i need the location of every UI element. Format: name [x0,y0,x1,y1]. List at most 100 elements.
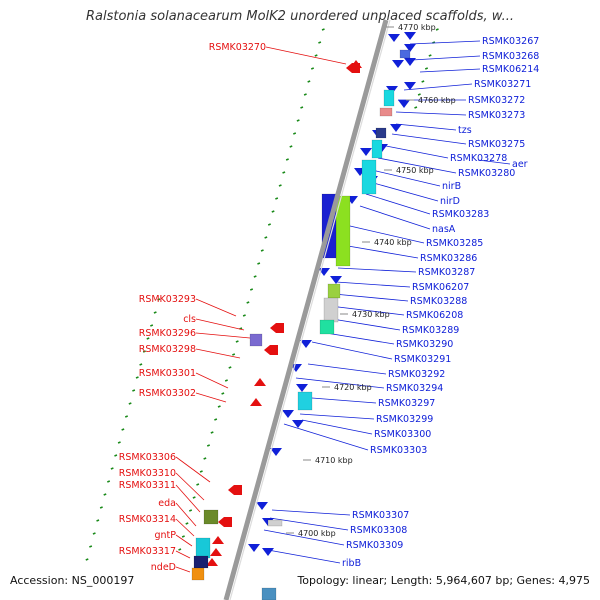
forward-gene-arrow [404,58,416,66]
gene-label-left: RSMK03298 [139,344,196,355]
scale-label: 4760 kbp [418,96,456,105]
leader-line [175,550,191,559]
leader-line [175,456,211,483]
label-leader-lines [175,40,511,573]
leader-line [263,529,345,546]
reverse-gene-block [195,537,211,559]
track-tick [249,288,254,291]
track-tick [124,415,129,418]
track-tick [157,298,161,301]
track-tick [153,311,157,314]
leader-line [195,318,245,331]
leader-line [419,68,481,73]
track-tick [210,431,214,434]
gene-label-left: RSMK03311 [119,480,176,491]
gene-features [191,32,416,600]
forward-gene-arrow [300,340,312,348]
track-tick [188,509,193,512]
gene-label-right: RSMK06214 [482,64,539,75]
track-tick [150,324,154,327]
forward-gene-arrow [292,420,304,428]
leader-line [307,363,387,375]
reverse-gene-arrow [206,558,218,566]
forward-gene-block [379,107,393,117]
track-tick [185,522,189,525]
gene-label-right: RSMK03283 [432,209,489,220]
accession-label: Accession: NS_000197 [10,574,135,587]
leader-line [175,518,195,537]
gene-label-right: RSMK03300 [374,429,431,440]
leader-line [175,472,205,501]
gene-label-right: RSMK03275 [468,139,525,150]
forward-gene-arrow [330,276,342,284]
reverse-gene-block [249,333,263,347]
gene-label-right: ribB [342,558,361,569]
forward-gene-arrow [404,82,416,90]
track-tick [232,353,236,356]
track-tick [206,444,211,447]
gene-label-right: RSMK03273 [468,110,525,121]
gene-label-right: nirD [440,196,460,207]
track-tick [181,535,185,538]
forward-gene-block [383,89,395,107]
track-tick [428,54,432,57]
track-tick [257,262,261,265]
leader-line [333,293,409,302]
track-tick [106,480,111,483]
track-tick [224,379,228,382]
track-tick [117,441,121,444]
track-tick [85,558,89,561]
reverse-gene-arrow [210,548,222,556]
forward-gene-block [267,519,283,527]
forward-gene-block [361,159,377,195]
track-tick [318,41,322,44]
track-tick [142,350,146,353]
forward-gene-arrow [404,32,416,40]
forward-gene-block [261,587,277,600]
track-tick [110,467,114,470]
forward-gene-block [297,391,313,411]
track-tick [267,223,271,226]
track-tick [235,340,239,343]
reverse-gene-arrow [264,345,278,355]
track-tick [310,67,315,70]
forward-gene-arrow [388,34,400,42]
leader-line [411,55,481,61]
track-tick [139,363,143,366]
map-title: Ralstonia solanacearum MolK2 unordered u… [85,9,514,24]
gene-label-right: RSMK03303 [370,445,427,456]
forward-gene-arrow [262,548,274,556]
reverse-gene-arrow [228,485,242,495]
track-tick [424,67,429,70]
leader-line [175,502,197,527]
track-tick [228,366,232,369]
track-tick [242,314,246,317]
track-tick [303,93,307,96]
track-tick [253,275,257,278]
track-tick [275,197,279,200]
forward-gene-block [319,319,335,335]
gene-label-right: RSMK03268 [482,51,539,62]
track-tick [435,28,439,31]
leader-line [265,46,347,65]
gene-label-right: RSMK03280 [458,168,515,179]
track-tick [128,402,132,405]
track-tick [260,249,264,252]
leader-line [477,159,511,165]
leader-line [267,549,341,564]
reverse-gene-block [203,509,219,525]
track-tick [264,236,268,239]
gene-label-right: RSMK03271 [474,79,531,90]
track-tick [293,132,297,135]
gene-label-right: RSMK03290 [396,339,453,350]
track-tick [92,532,96,535]
gene-labels: RSMK03270 RSMK03293 cls RSMK03296 RSMK03298 R… [119,36,540,573]
leader-line [195,372,229,389]
leader-line [269,517,349,531]
scale-label: 4700 kbp [298,529,336,538]
leader-line [311,341,393,360]
track-tick [289,145,293,148]
track-tick [192,496,196,499]
forward-gene-arrow [404,44,416,52]
track-tick [282,171,286,174]
